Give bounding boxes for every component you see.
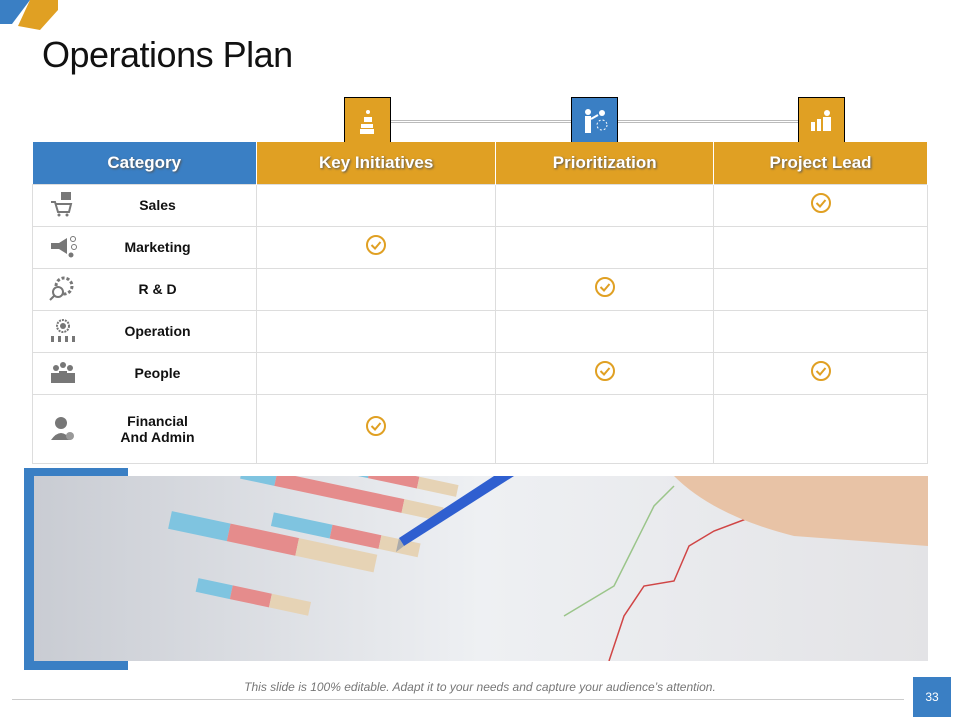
footer-divider	[12, 699, 904, 700]
category-cell: R & D	[32, 267, 257, 311]
check-cell	[495, 351, 715, 395]
admin-person-icon	[51, 416, 74, 440]
category-cell: Marketing	[32, 225, 257, 269]
footer-note: This slide is 100% editable. Adapt it to…	[244, 680, 716, 694]
check-icon	[594, 360, 615, 381]
check-cell	[495, 183, 715, 227]
check-icon	[810, 360, 831, 381]
check-cell	[255, 351, 497, 395]
column-header: Category	[32, 142, 257, 184]
check-cell	[495, 225, 715, 269]
check-cell	[713, 183, 928, 227]
people-group-icon	[51, 362, 75, 383]
check-cell	[713, 309, 928, 353]
category-label: R & D	[138, 281, 177, 297]
category-label: Operation	[124, 323, 191, 339]
gear-search-icon	[49, 276, 74, 301]
check-cell	[495, 393, 715, 464]
category-label: Marketing	[124, 239, 191, 255]
check-cell	[255, 183, 497, 227]
check-cell	[495, 309, 715, 353]
table-row: R & D	[32, 267, 928, 311]
column-header: Project Lead	[713, 142, 928, 184]
check-icon	[594, 276, 615, 297]
check-icon	[366, 234, 387, 255]
category-cell: People	[32, 351, 257, 395]
category-cell: Financial And Admin	[32, 393, 257, 464]
column-header: Prioritization	[495, 142, 715, 184]
operations-table: Category Key Initiatives Prioritization Pro…	[32, 142, 928, 464]
check-cell	[713, 351, 928, 395]
presentation-icon	[571, 97, 618, 144]
check-cell	[713, 267, 928, 311]
table-row: Financial And Admin	[32, 393, 928, 464]
check-cell	[495, 267, 715, 311]
page-number: 33	[913, 677, 951, 717]
initiatives-icon	[344, 97, 391, 144]
table-row: Marketing	[32, 225, 928, 269]
table-row: People	[32, 351, 928, 395]
category-label: Financial	[127, 412, 188, 429]
check-cell	[255, 309, 497, 353]
check-cell	[255, 393, 497, 464]
chart-photo	[34, 476, 928, 661]
check-cell	[255, 225, 497, 269]
check-cell	[713, 225, 928, 269]
category-cell: Operation	[32, 309, 257, 353]
table-row: Operation	[32, 309, 928, 353]
operation-gear-icon	[51, 319, 75, 342]
check-cell	[713, 393, 928, 464]
page-title: Operations Plan	[42, 34, 293, 75]
category-cell: Sales	[32, 183, 257, 227]
check-icon	[810, 192, 831, 213]
category-label: And Admin	[120, 428, 195, 445]
column-header: Key Initiatives	[256, 142, 497, 184]
corner-decoration	[0, 0, 58, 30]
check-cell	[255, 267, 497, 311]
table-row: Sales	[32, 183, 928, 227]
team-icon	[798, 97, 845, 144]
megaphone-icon	[51, 236, 77, 258]
category-label: People	[134, 365, 181, 381]
check-icon	[366, 416, 387, 436]
category-label: Sales	[139, 197, 176, 213]
shopping-cart-icon	[51, 192, 73, 217]
